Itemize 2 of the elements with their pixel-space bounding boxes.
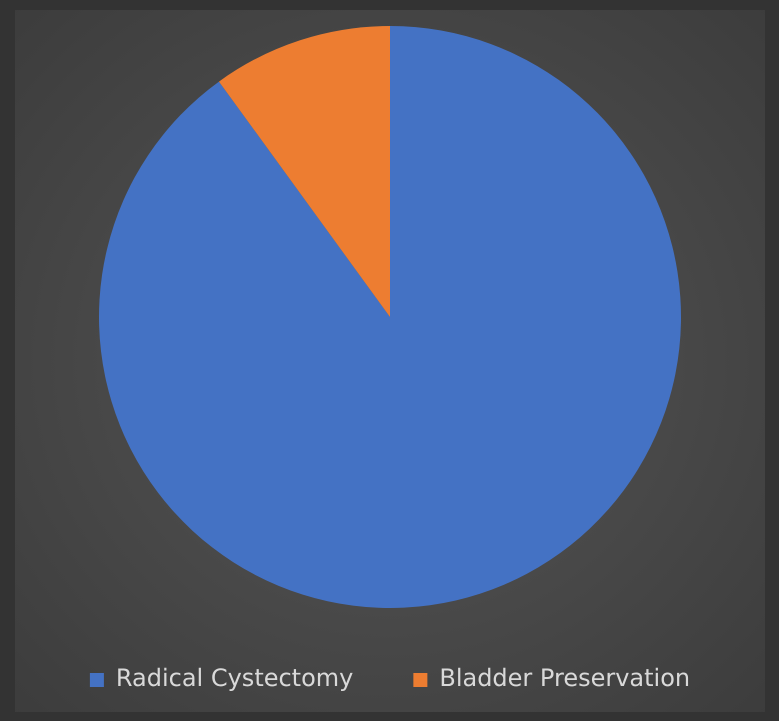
legend-label: Radical Cystectomy [116, 664, 354, 692]
legend-label: Bladder Preservation [439, 664, 690, 692]
